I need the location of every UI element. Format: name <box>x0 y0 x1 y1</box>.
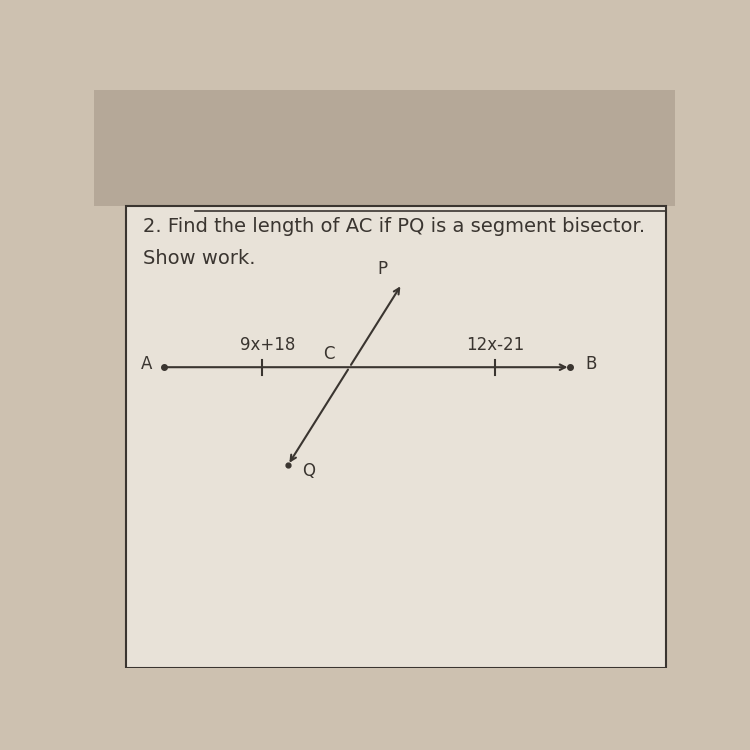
Text: C: C <box>323 344 335 362</box>
Text: 12x-21: 12x-21 <box>466 337 524 355</box>
Bar <box>126 206 666 668</box>
Text: 2. Find the length of AC if PQ is a segment bisector.: 2. Find the length of AC if PQ is a segm… <box>143 217 645 236</box>
Text: Q: Q <box>302 462 316 480</box>
Text: B: B <box>585 356 596 374</box>
Text: A: A <box>140 356 152 374</box>
Text: P: P <box>377 260 387 278</box>
Text: Show work.: Show work. <box>143 249 256 268</box>
Text: 9x+18: 9x+18 <box>241 337 296 355</box>
Bar <box>94 90 675 206</box>
